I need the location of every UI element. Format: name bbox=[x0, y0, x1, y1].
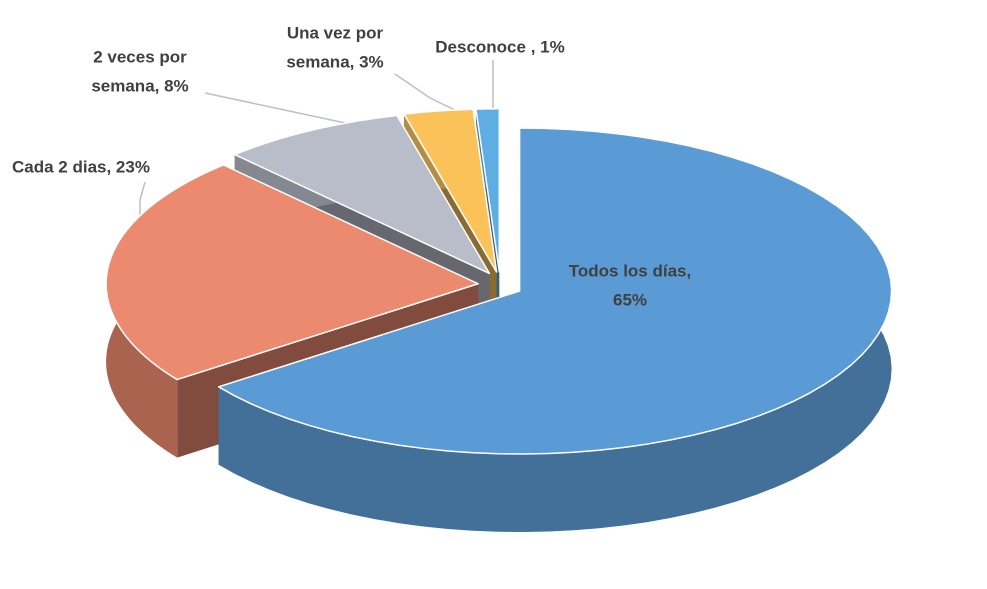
data-label: Desconoce , 1% bbox=[435, 37, 564, 56]
slice bbox=[233, 114, 491, 275]
data-label: 2 veces por bbox=[93, 47, 187, 66]
slice bbox=[217, 127, 893, 455]
data-label: Una vez por bbox=[287, 23, 384, 42]
slice bbox=[475, 108, 501, 273]
slice-group bbox=[217, 127, 893, 532]
data-label: Cada 2 dias, 23% bbox=[12, 157, 150, 176]
data-label: semana, 3% bbox=[286, 52, 383, 71]
data-label: semana, 8% bbox=[91, 76, 188, 95]
data-label: Todos los días, bbox=[569, 261, 691, 280]
leader-lines bbox=[139, 60, 494, 235]
leader-line bbox=[204, 92, 351, 125]
slice bbox=[403, 108, 498, 273]
data-label: 65% bbox=[613, 290, 647, 309]
slice bbox=[105, 164, 479, 381]
leader-line bbox=[394, 73, 456, 111]
